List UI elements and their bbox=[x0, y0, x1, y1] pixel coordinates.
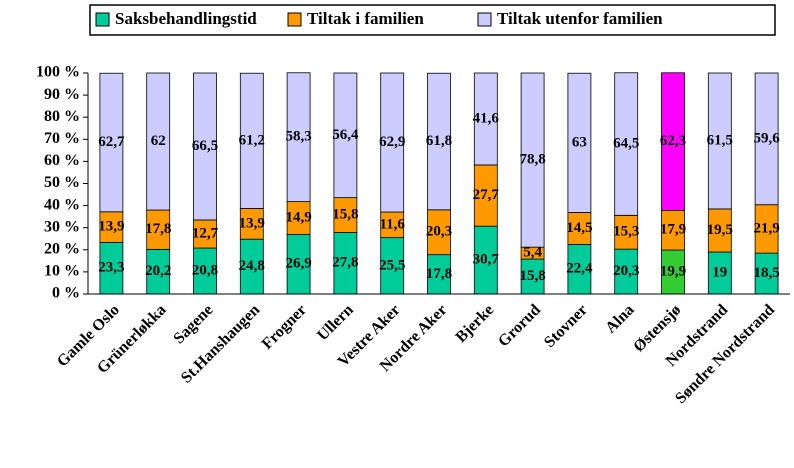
bar-segment bbox=[707, 72, 732, 210]
data-label: 62,9 bbox=[379, 134, 405, 150]
bar-segment bbox=[754, 72, 779, 206]
data-label: 62,7 bbox=[98, 134, 125, 150]
data-label: 26,9 bbox=[285, 256, 311, 272]
y-tick-label: 40 % bbox=[44, 196, 80, 213]
data-label: 20,2 bbox=[145, 263, 171, 279]
y-tick-label: 50 % bbox=[44, 174, 80, 191]
data-label: 56,4 bbox=[332, 127, 359, 143]
bar-segment bbox=[99, 72, 124, 213]
data-label: 17,8 bbox=[426, 266, 452, 282]
data-label: 15,3 bbox=[613, 224, 639, 240]
data-label: 27,8 bbox=[332, 255, 358, 271]
x-tick-label: Stovner bbox=[541, 301, 591, 351]
x-tick-label: Sagene bbox=[170, 301, 216, 347]
x-tick-label: Bjerke bbox=[453, 301, 498, 346]
bar-segment bbox=[286, 72, 311, 203]
bar-segment bbox=[333, 72, 358, 199]
data-label: 23,3 bbox=[98, 260, 124, 276]
x-tick-label: Alna bbox=[602, 301, 637, 336]
data-label: 59,6 bbox=[753, 130, 780, 146]
x-tick-label: Grorud bbox=[495, 301, 544, 350]
legend-label: Saksbehandlingstid bbox=[115, 9, 257, 28]
bar-segment bbox=[239, 72, 264, 209]
data-label: 15,8 bbox=[519, 268, 545, 284]
bar-segment bbox=[473, 72, 498, 166]
bar-segment bbox=[614, 72, 639, 216]
data-label: 64,5 bbox=[613, 135, 639, 151]
data-label: 15,8 bbox=[332, 207, 358, 223]
data-label: 24,8 bbox=[239, 258, 265, 274]
data-label: 61,5 bbox=[707, 132, 733, 148]
data-label: 58,3 bbox=[285, 129, 311, 145]
bar-segment bbox=[661, 72, 685, 211]
data-label: 14,9 bbox=[285, 210, 311, 226]
data-label: 11,6 bbox=[379, 216, 405, 232]
x-tick-label: Ullern bbox=[314, 301, 357, 344]
data-label: 25,5 bbox=[379, 257, 405, 273]
data-label: 20,3 bbox=[426, 224, 452, 240]
data-label: 17,8 bbox=[145, 221, 171, 237]
y-tick-label: 100 % bbox=[36, 64, 80, 81]
data-label: 14,5 bbox=[566, 220, 592, 236]
x-tick-label: Frogner bbox=[259, 301, 310, 352]
data-label: 63 bbox=[572, 134, 587, 150]
legend-swatch bbox=[95, 12, 110, 27]
data-label: 22,4 bbox=[566, 261, 593, 277]
y-tick-label: 60 % bbox=[44, 152, 80, 169]
data-label: 62,3 bbox=[660, 133, 686, 149]
legend-box bbox=[89, 4, 776, 36]
data-label: 19,9 bbox=[660, 263, 686, 279]
data-label: 12,7 bbox=[192, 225, 219, 241]
data-label: 13,9 bbox=[239, 215, 265, 231]
legend-swatch bbox=[477, 12, 492, 27]
data-label: 61,8 bbox=[426, 133, 452, 149]
legend-label: Tiltak i familien bbox=[307, 9, 424, 28]
y-tick-label: 0 % bbox=[52, 285, 80, 302]
data-label: 19,5 bbox=[707, 222, 733, 238]
data-label: 20,3 bbox=[613, 263, 639, 279]
bar-segment bbox=[567, 72, 592, 213]
data-label: 13,9 bbox=[98, 219, 124, 235]
data-label: 66,5 bbox=[192, 138, 218, 154]
data-label: 62 bbox=[151, 133, 166, 149]
legend-label: Tiltak utenfor familien bbox=[497, 9, 663, 28]
legend-swatch bbox=[287, 12, 302, 27]
data-label: 41,6 bbox=[473, 110, 500, 126]
bar-segment bbox=[380, 72, 405, 213]
data-label: 20,8 bbox=[192, 262, 218, 278]
legend: Saksbehandlingstid Tiltak i familien Tilta… bbox=[95, 9, 663, 28]
y-tick-label: 10 % bbox=[44, 263, 80, 280]
data-label: 78,8 bbox=[519, 152, 545, 168]
y-tick-label: 80 % bbox=[44, 108, 80, 125]
data-label: 30,7 bbox=[473, 252, 500, 268]
data-label: 61,2 bbox=[239, 132, 265, 148]
y-tick-label: 90 % bbox=[44, 86, 80, 103]
data-label: 27,7 bbox=[473, 187, 500, 203]
data-label: 5,4 bbox=[523, 245, 542, 261]
bar-segment bbox=[520, 72, 545, 248]
bar-segment bbox=[193, 72, 217, 221]
bar-segment bbox=[146, 72, 171, 211]
data-label: 21,9 bbox=[753, 220, 779, 236]
y-tick-label: 70 % bbox=[44, 130, 80, 147]
y-tick-label: 30 % bbox=[44, 218, 80, 235]
y-tick-label: 20 % bbox=[44, 240, 80, 257]
data-label: 18,5 bbox=[753, 265, 779, 281]
bar-segment bbox=[427, 72, 451, 211]
data-label: 17,9 bbox=[660, 222, 686, 238]
data-label: 19 bbox=[712, 264, 727, 280]
